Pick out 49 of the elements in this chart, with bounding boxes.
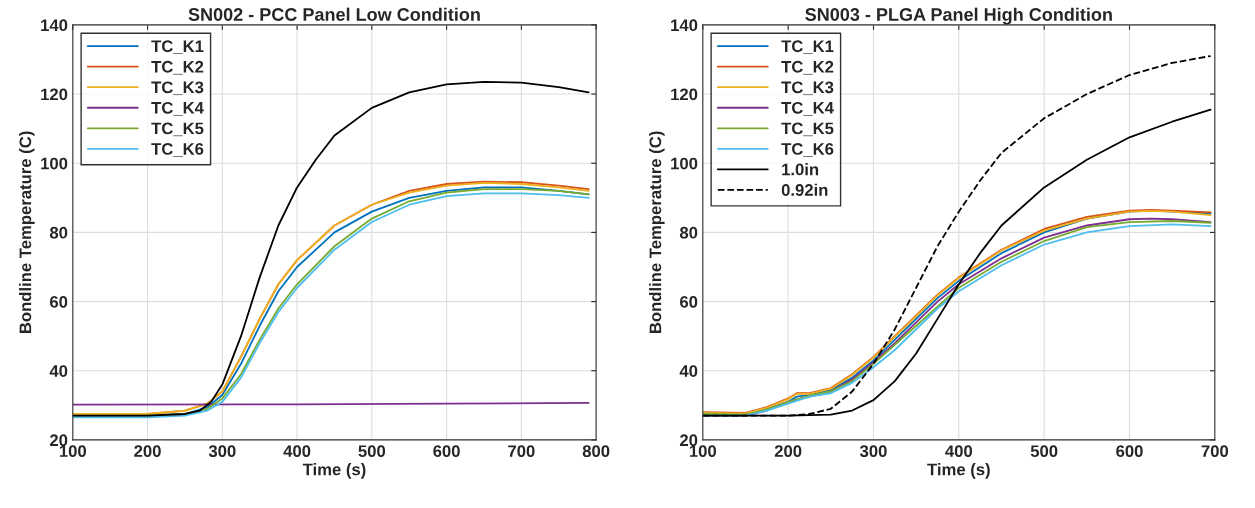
- y-tick-label: 120: [41, 88, 68, 101]
- y-tick-label: 140: [671, 19, 698, 32]
- y-tick-label: 40: [49, 365, 68, 377]
- y-tick-label: 100: [41, 157, 68, 170]
- legend-label: TC_K6: [781, 143, 834, 157]
- legend-label: 1.0in: [782, 163, 819, 176]
- x-tick-label: 100: [689, 445, 717, 458]
- y-tick-label: 20: [49, 434, 68, 447]
- x-axis-title: Time (s): [927, 463, 990, 479]
- legend-label: TC_K4: [151, 101, 204, 116]
- chart-title: SN002 - PCC Panel Low Condition: [188, 7, 480, 21]
- legend-label: TC_K5: [781, 122, 834, 137]
- x-tick-label: 300: [208, 445, 236, 458]
- x-tick-label: 200: [134, 445, 161, 458]
- y-tick-label: 100: [671, 157, 698, 170]
- x-tick-label: 600: [433, 445, 460, 458]
- legend-label: TC_K1: [781, 40, 834, 54]
- legend-label: TC_K3: [781, 81, 834, 96]
- x-tick-label: 800: [582, 445, 610, 458]
- y-tick-label: 140: [41, 19, 68, 32]
- y-tick-label: 80: [679, 226, 698, 239]
- chart-title: SN003 - PLGA Panel High Condition: [805, 7, 1112, 25]
- legend-label: TC_K5: [151, 122, 204, 137]
- y-axis-title: Bondline Temperature (C): [19, 131, 35, 333]
- x-tick-label: 500: [1030, 445, 1058, 458]
- x-tick-label: 400: [283, 445, 311, 458]
- legend-label: TC_K4: [781, 101, 834, 116]
- y-tick-label: 20: [679, 434, 698, 447]
- y-tick-label: 80: [49, 226, 68, 239]
- y-axis-title: Bondline Temperature (C): [649, 131, 665, 333]
- x-tick-label: 200: [774, 445, 802, 458]
- x-tick-label: 600: [1116, 445, 1143, 458]
- legend-label: TC_K1: [151, 40, 204, 54]
- x-tick-label: 100: [59, 445, 87, 458]
- x-tick-label: 400: [945, 445, 973, 458]
- legend-label: TC_K2: [781, 60, 834, 75]
- x-tick-label: 700: [508, 445, 535, 458]
- legend-label: TC_K3: [151, 81, 204, 96]
- y-tick-label: 40: [679, 365, 698, 377]
- y-tick-label: 120: [671, 88, 698, 101]
- x-tick-label: 500: [358, 445, 386, 458]
- x-tick-label: 700: [1201, 445, 1229, 458]
- legend-label: TC_K2: [151, 60, 204, 75]
- legend-label: TC_K6: [151, 143, 204, 157]
- x-tick-label: 300: [859, 445, 887, 458]
- legend-label: 0.92in: [781, 183, 828, 196]
- y-tick-label: 60: [680, 295, 698, 308]
- y-tick-label: 60: [50, 295, 68, 308]
- x-axis-title: Time (s): [302, 463, 366, 479]
